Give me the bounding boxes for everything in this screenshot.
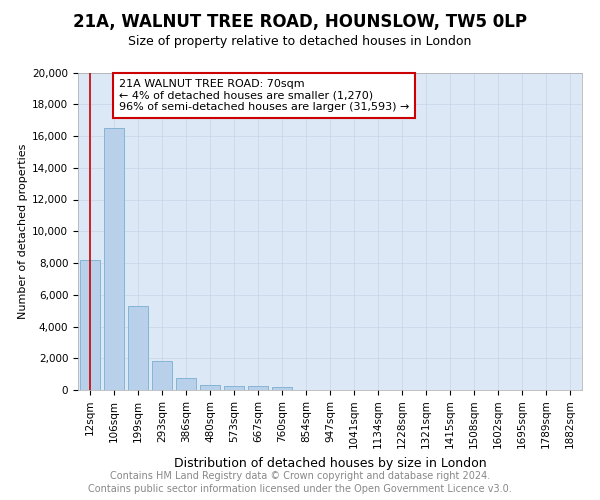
Y-axis label: Number of detached properties: Number of detached properties	[18, 144, 28, 319]
Text: 21A, WALNUT TREE ROAD, HOUNSLOW, TW5 0LP: 21A, WALNUT TREE ROAD, HOUNSLOW, TW5 0LP	[73, 14, 527, 32]
Bar	[80, 260, 100, 390]
Bar	[152, 360, 172, 390]
Text: 21A WALNUT TREE ROAD: 70sqm
← 4% of detached houses are smaller (1,270)
96% of s: 21A WALNUT TREE ROAD: 70sqm ← 4% of deta…	[119, 79, 409, 112]
Bar	[248, 386, 268, 390]
Bar	[128, 306, 148, 390]
Bar	[224, 386, 244, 390]
Bar	[200, 385, 220, 390]
Text: Contains public sector information licensed under the Open Government Licence v3: Contains public sector information licen…	[88, 484, 512, 494]
Bar	[104, 128, 124, 390]
Bar	[272, 387, 292, 390]
Text: Contains HM Land Registry data © Crown copyright and database right 2024.: Contains HM Land Registry data © Crown c…	[110, 471, 490, 481]
Text: Size of property relative to detached houses in London: Size of property relative to detached ho…	[128, 34, 472, 48]
X-axis label: Distribution of detached houses by size in London: Distribution of detached houses by size …	[173, 457, 487, 470]
Bar	[176, 378, 196, 390]
